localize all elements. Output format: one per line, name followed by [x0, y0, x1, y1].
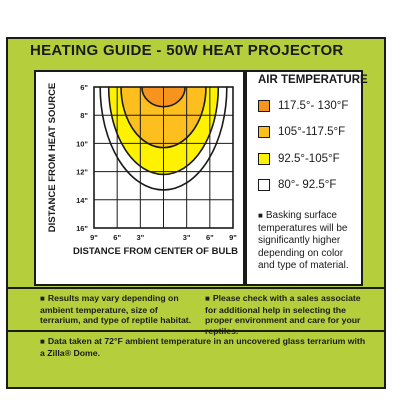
legend-swatch-2 — [258, 126, 270, 138]
legend-item-4: 80°- 92.5°F — [258, 177, 336, 193]
basking-note-text: Basking surface temperatures will be sig… — [258, 210, 349, 271]
legend-swatch-1 — [258, 100, 270, 112]
legend-item-3: 92.5°-105°F — [258, 151, 340, 167]
legend-item-1: 117.5°- 130°F — [258, 98, 348, 114]
legend-swatch-3 — [258, 153, 270, 165]
legend-label-2: 105°-117.5°F — [278, 126, 346, 138]
legend-label-3: 92.5°-105°F — [278, 153, 340, 165]
footnote-results: ■ Results may vary depending on ambient t… — [40, 293, 200, 326]
legend-label-1: 117.5°- 130°F — [278, 100, 349, 112]
footnote-data-text: Data taken at 72°F ambient temperature i… — [40, 336, 366, 358]
divider-top — [6, 287, 386, 289]
note-bullet-icon: ■ — [258, 211, 263, 220]
footnote-bullet-icon: ■ — [40, 294, 45, 303]
basking-note: ■ Basking surface temperatures will be si… — [258, 210, 362, 273]
legend-title: AIR TEMPERATURE — [258, 74, 368, 86]
chart-panel — [34, 70, 245, 286]
legend-label-4: 80°- 92.5°F — [278, 179, 337, 191]
footnote-bullet-icon: ■ — [40, 337, 45, 346]
footnote-data: ■ Data taken at 72°F ambient temperature … — [40, 336, 370, 358]
footnote-results-text: Results may vary depending on ambient te… — [40, 293, 192, 325]
footnote-bullet-icon: ■ — [205, 294, 210, 303]
legend-swatch-4 — [258, 179, 270, 191]
page-title: HEATING GUIDE - 50W HEAT PROJECTOR — [30, 42, 344, 59]
legend-item-2: 105°-117.5°F — [258, 124, 345, 140]
divider-bottom — [6, 330, 386, 332]
